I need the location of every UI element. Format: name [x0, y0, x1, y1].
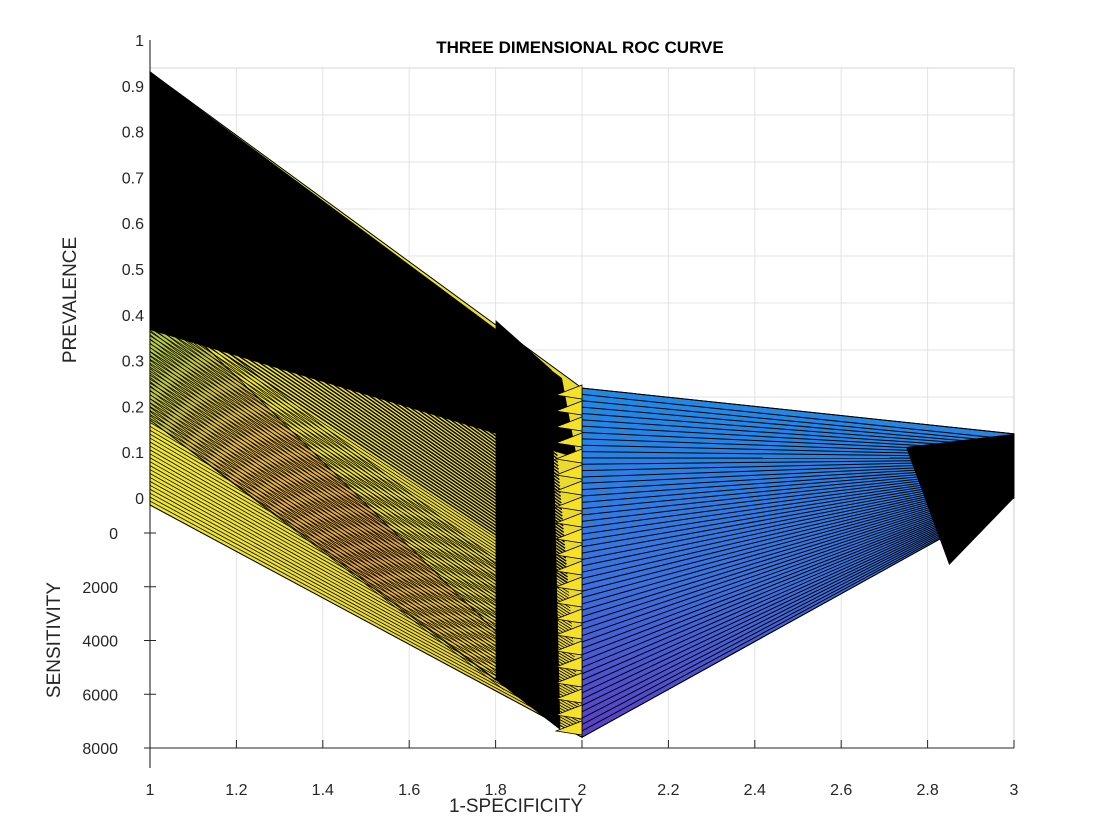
mesh-line-right [581, 406, 1015, 446]
mesh-tooth [554, 624, 583, 640]
x-tick-label: 2.8 [916, 782, 938, 799]
mesh-line-left-lower [149, 325, 499, 595]
mesh-tooth [554, 656, 583, 672]
mesh-tooth [554, 608, 583, 624]
z-tick-label: 0.8 [122, 125, 144, 142]
mesh-tooth [554, 544, 583, 560]
mesh-line-left-lower [149, 381, 502, 652]
x-tick-label: 1.2 [225, 782, 247, 799]
mesh-line-left-lower [149, 368, 501, 639]
mesh-line-left-lower [149, 338, 499, 608]
mesh-tooth [554, 384, 583, 400]
z-tick-label: 0 [135, 491, 144, 508]
mesh-line-left-lower [149, 406, 504, 678]
x-axis-label: 1-SPECIFICITY [449, 796, 583, 817]
mesh-line-left [149, 504, 583, 738]
x-tick-label: 3 [1010, 782, 1019, 799]
x-tick-label: 1.4 [312, 782, 334, 799]
mesh-line-right [581, 400, 1015, 444]
mesh-line-left-lower [149, 359, 501, 630]
z-tick-label: 0.2 [122, 399, 144, 416]
mesh-tooth [554, 528, 583, 544]
mesh-line-left-lower [149, 385, 503, 656]
mesh-line-left-lower [149, 402, 504, 673]
mesh-tooth [554, 448, 583, 464]
mesh-line-left [149, 500, 582, 735]
z-tick-label: 0.5 [122, 262, 144, 279]
mesh-tooth [554, 576, 583, 592]
mesh-tooth [554, 432, 583, 448]
y-axis-label: SENSITIVITY [44, 582, 65, 698]
y-tick-label: 0 [109, 526, 118, 543]
mesh-line-left [149, 496, 582, 732]
mesh-line-left-lower [149, 304, 497, 574]
y-tick-label: 6000 [82, 687, 118, 704]
chart-title: THREE DIMENSIONAL ROC CURVE [436, 38, 723, 57]
x-tick-label: 2.2 [657, 782, 679, 799]
z-tick-label: 0.9 [122, 79, 144, 96]
mesh-tooth [554, 592, 583, 608]
mesh-line-left-lower [149, 355, 501, 626]
mesh-line-left-lower [149, 291, 496, 561]
mesh-line-left-lower [149, 389, 503, 660]
mesh-line-left-lower [149, 321, 498, 591]
mesh-line-left-lower [149, 312, 498, 582]
mesh-line-left-lower [149, 295, 497, 565]
mesh-line-left-lower [149, 415, 505, 686]
mesh-line-right [581, 387, 1015, 435]
mesh-tooth [554, 464, 583, 480]
mesh-tooth [554, 400, 583, 416]
z-tick-label: 0.3 [122, 354, 144, 371]
mesh-line-left-lower [149, 394, 503, 665]
mesh-dense-band [150, 72, 577, 459]
mesh-line-left-lower [149, 347, 500, 617]
mesh-line-left-lower [149, 300, 497, 569]
z-tick-label: 0.4 [122, 308, 144, 325]
y-tick-label: 4000 [82, 634, 118, 651]
mesh-line-left-lower [149, 342, 500, 613]
y-tick-label: 2000 [82, 580, 118, 597]
mesh-line-left-lower [149, 377, 502, 647]
mesh-line-left-lower [149, 372, 502, 643]
x-tick-label: 2 [578, 782, 587, 799]
mesh-tooth [554, 512, 583, 528]
x-tick-label: 1.8 [484, 782, 506, 799]
z-tick-label: 0.7 [122, 170, 144, 187]
mesh-tooth [554, 704, 583, 720]
mesh-line-left-lower [149, 334, 499, 604]
x-tick-label: 2.4 [744, 782, 766, 799]
mesh-line-right [581, 412, 1015, 448]
z-tick-label: 0.6 [122, 216, 144, 233]
z-axis-label: PREVALENCE [60, 237, 81, 363]
z-tick-label: 0.1 [122, 445, 144, 462]
z-tick-label: 1 [135, 33, 144, 50]
mesh-dense-right-wedge [906, 433, 1014, 565]
mesh-line-left-lower [149, 330, 499, 600]
y-tick-label: 8000 [82, 741, 118, 758]
mesh-tooth [554, 416, 583, 432]
mesh-tooth [554, 496, 583, 512]
mesh-tooth [554, 560, 583, 576]
mesh-dense-vertical-band [495, 320, 561, 730]
x-tick-label: 1.6 [398, 782, 420, 799]
mesh-line-left-lower [149, 419, 505, 691]
mesh-line-left-lower [149, 351, 500, 621]
mesh-line-left-lower [149, 398, 504, 669]
tick-labels: 1 1.2 1.4 1.6 1.8 2 2.2 2.4 2.6 2.8 3 0 2000 4000 6000… [82, 33, 1018, 799]
mesh-line-left-lower [149, 364, 501, 634]
mesh-line-left-lower [149, 411, 504, 682]
mesh-line-right [581, 393, 1015, 441]
mesh-line-left-lower [149, 317, 498, 587]
roc-surface [149, 71, 1015, 739]
mesh-line-left-lower [149, 308, 497, 578]
mesh-tooth [554, 720, 583, 736]
mesh-tooth [554, 688, 583, 704]
x-tick-label: 1 [146, 782, 155, 799]
x-tick-label: 2.6 [830, 782, 852, 799]
mesh-tooth [554, 480, 583, 496]
